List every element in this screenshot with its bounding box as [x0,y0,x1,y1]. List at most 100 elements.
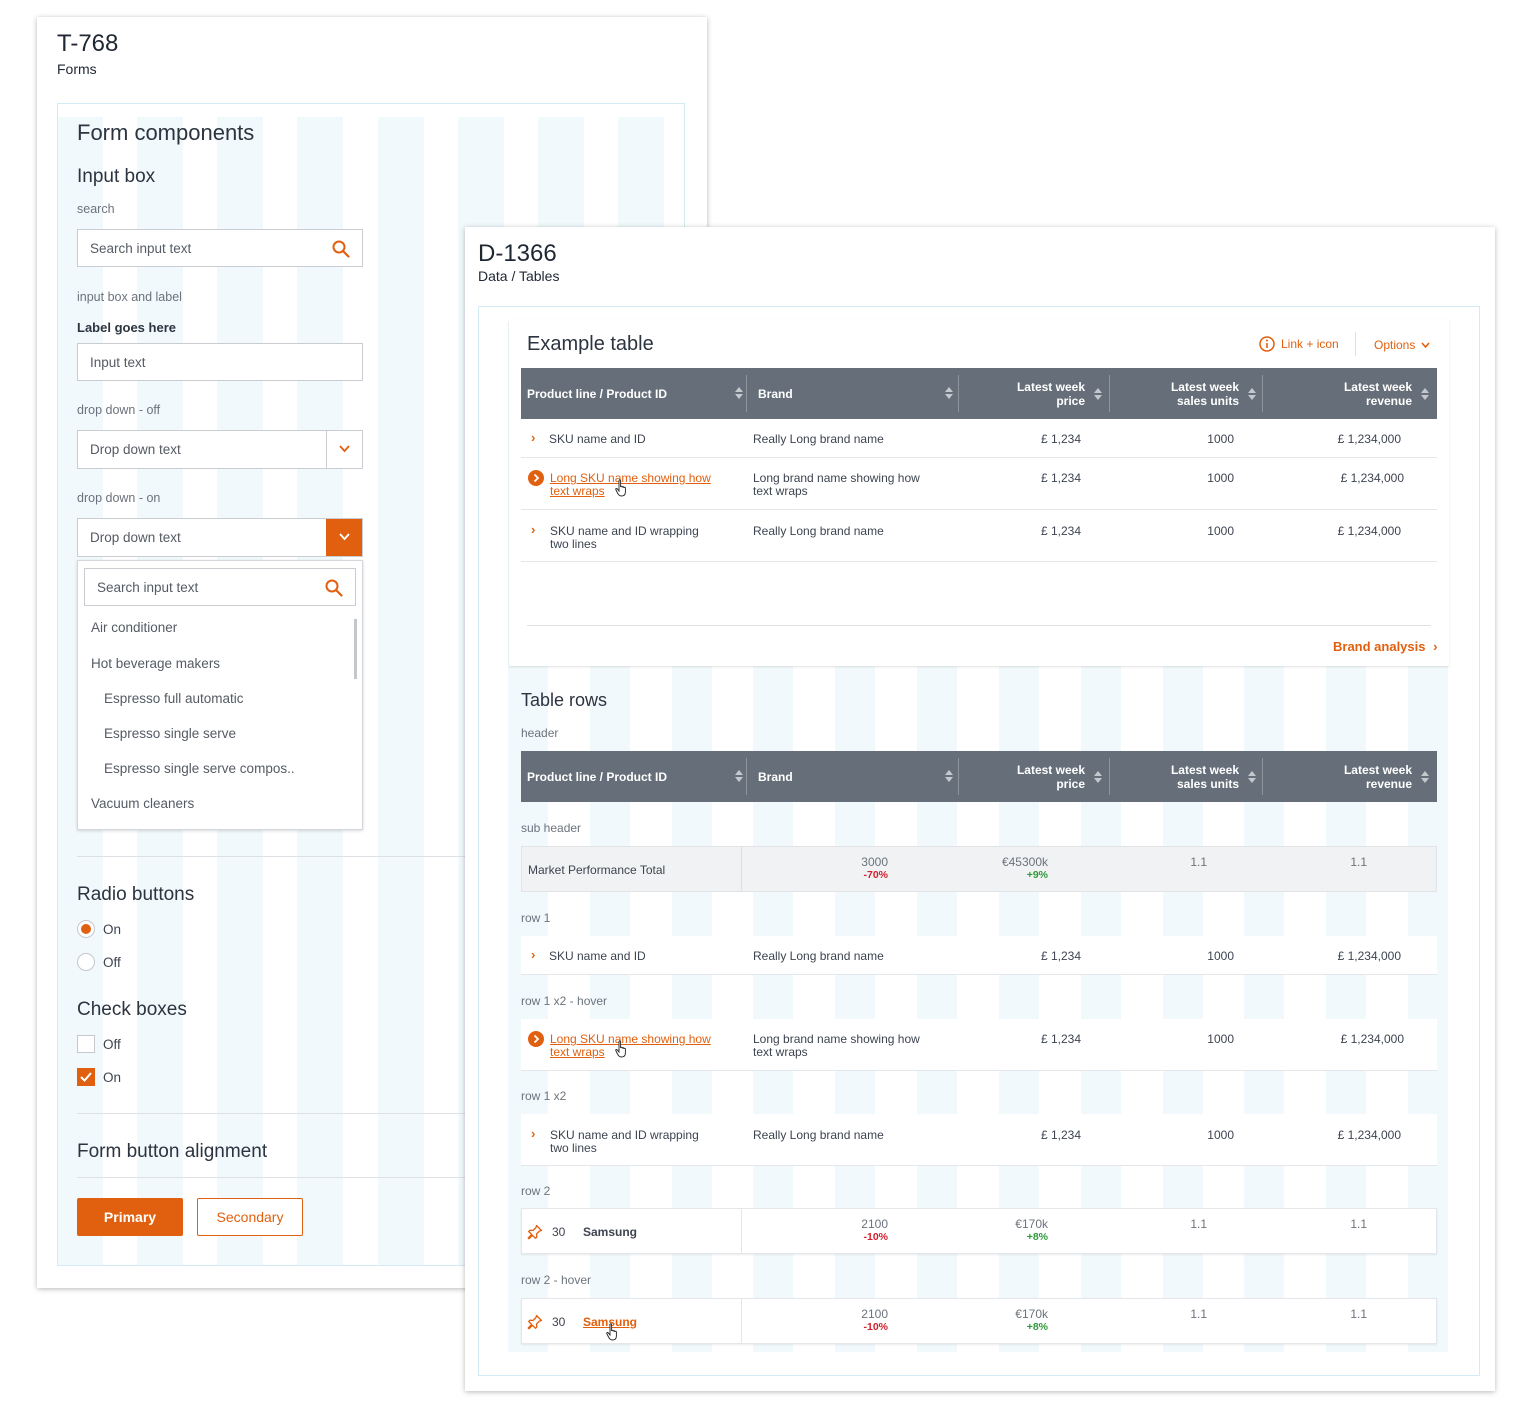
dropdown-scrollbar[interactable] [354,619,357,679]
search-icon[interactable] [332,240,350,258]
dropdown-toggle[interactable] [326,519,362,556]
subheader-caption: sub header [521,821,582,835]
divider [77,1113,507,1114]
options-label: Options [1374,338,1416,352]
secondary-button[interactable]: Secondary [197,1198,303,1236]
sort-icon[interactable] [1421,771,1429,783]
input-label-caption: input box and label [77,290,182,304]
dropdown-item[interactable]: Espresso single serve compos.. [104,761,295,776]
sort-icon[interactable] [735,387,743,399]
sku-cell: SKU name and ID wrapping two lines [550,1128,699,1155]
brand-link[interactable]: Samsung [583,1315,638,1329]
chevron-right-circle-icon[interactable] [528,1031,544,1047]
col-header-brand[interactable]: Brand [758,368,953,419]
brand-cell: Samsung [583,1225,638,1239]
sort-icon[interactable] [1094,771,1102,783]
revenue-cell: £ 1,234,000 [1340,471,1404,485]
chevron-right-icon[interactable]: › [531,430,536,445]
dropdown-item[interactable]: Hot beverage makers [91,656,221,671]
search-input-placeholder: Search input text [90,240,192,256]
col-header-price[interactable]: Latest week price [966,751,1102,802]
radio-on-label: On [103,922,122,937]
checkbox-off[interactable] [77,1035,95,1053]
table-row-hover[interactable]: Long SKU name showing how text wraps Long… [521,458,1437,510]
brand-analysis-link[interactable]: Brand analysis › [1333,639,1437,654]
sort-icon[interactable] [1248,771,1256,783]
sort-icon[interactable] [1248,388,1256,400]
price-cell: £ 1,234 [1040,949,1081,963]
pin-icon[interactable] [527,1314,543,1330]
units-cell: 1000 [1207,949,1234,963]
options-dropdown[interactable]: Options [1374,338,1430,352]
chevron-down-icon [339,533,350,541]
table-row[interactable]: › SKU name and ID wrapping two lines Real… [521,1114,1437,1166]
dropdown-on-text: Drop down text [90,530,181,545]
search-input[interactable]: Search input text [77,229,363,267]
link-icon-label: Link + icon [1281,337,1339,351]
table-row[interactable]: › SKU name and ID wrapping two lines Real… [521,510,1437,562]
pin-icon[interactable] [527,1224,543,1240]
dropdown-on[interactable]: Drop down text [77,518,363,557]
subheader-value: 3000 -70% [861,855,888,882]
col-header-revenue[interactable]: Latest week revenue [1271,368,1429,419]
row-value: 1.1 [1190,1217,1207,1231]
dropdown-on-caption: drop down - on [77,491,161,505]
checkbox-on-label: On [103,1070,122,1085]
search-caption: search [77,202,115,216]
text-input[interactable]: Input text [77,343,363,381]
table-row[interactable]: › SKU name and ID Really Long brand name… [521,936,1437,975]
chevron-right-icon[interactable]: › [531,522,536,537]
chevron-right-icon[interactable]: › [531,1126,536,1141]
col-header-brand[interactable]: Brand [758,751,953,802]
radio-on[interactable] [77,920,95,938]
dropdown-menu: Search input text Air conditioner Hot be… [77,560,363,830]
col-header-product[interactable]: Product line / Product ID [527,368,743,419]
brand-cell: Really Long brand name [753,524,884,538]
units-cell: 1000 [1207,1128,1234,1142]
dropdown-item[interactable]: Espresso single serve [104,726,237,741]
dropdown-item[interactable]: Vacuum cleaners [91,796,195,811]
field-label: Label goes here [77,320,176,335]
chevron-right-circle-icon[interactable] [528,470,544,486]
table-row[interactable]: › SKU name and ID Really Long brand name… [521,419,1437,458]
hand-pointer-icon [615,479,626,497]
dropdown-off[interactable]: Drop down text [77,430,363,469]
sort-icon[interactable] [945,387,953,399]
col-header-units[interactable]: Latest week sales units [1117,368,1256,419]
table-row-hover[interactable]: Long SKU name showing how text wraps Long… [521,1019,1437,1071]
row-value: 1.1 [1350,1307,1367,1321]
sku-cell: SKU name and ID [549,432,646,446]
ranked-row-hover[interactable]: 30 Samsung 2100 -10% €170k +8% 1.1 1.1 [521,1298,1437,1344]
sku-link[interactable]: Long SKU name showing how text wraps [550,1032,711,1059]
ranked-row[interactable]: 30 Samsung 2100 -10% €170k +8% 1.1 1.1 [521,1208,1437,1254]
button-alignment-heading: Form button alignment [77,1141,268,1162]
chevron-right-icon: › [1433,639,1438,654]
search-icon[interactable] [325,579,343,597]
row-value: 1.1 [1350,1217,1367,1231]
divider [1355,332,1356,356]
price-cell: £ 1,234 [1040,524,1081,538]
dropdown-search-input[interactable]: Search input text [84,568,356,606]
dropdown-off-text: Drop down text [90,442,181,457]
col-header-product[interactable]: Product line / Product ID [527,751,743,802]
row-value: 1.1 [1190,1307,1207,1321]
primary-button[interactable]: Primary [77,1198,183,1236]
chevron-right-icon[interactable]: › [531,947,536,962]
table-rows-heading: Table rows [521,690,608,710]
sort-icon[interactable] [1421,388,1429,400]
col-header-price[interactable]: Latest week price [966,368,1102,419]
checkbox-on[interactable] [77,1068,95,1086]
dropdown-item[interactable]: Air conditioner [91,620,178,635]
sort-icon[interactable] [945,770,953,782]
chevron-down-icon[interactable] [339,445,350,453]
radio-off[interactable] [77,953,95,971]
link-icon-button[interactable]: Link + icon [1259,336,1339,352]
col-header-revenue[interactable]: Latest week revenue [1271,751,1429,802]
col-header-units[interactable]: Latest week sales units [1117,751,1256,802]
sku-link[interactable]: Long SKU name showing how text wraps [550,471,711,498]
sort-icon[interactable] [735,770,743,782]
row2-caption: row 2 [521,1184,551,1198]
sort-icon[interactable] [1094,388,1102,400]
dropdown-off-caption: drop down - off [77,403,161,417]
dropdown-item[interactable]: Espresso full automatic [104,691,244,706]
